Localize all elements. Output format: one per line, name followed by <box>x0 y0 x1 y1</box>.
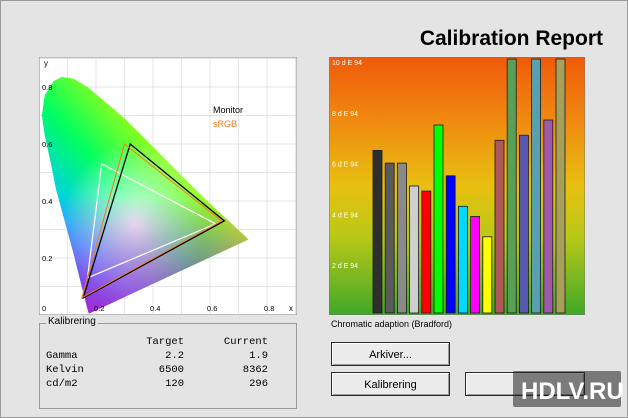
bar <box>506 58 517 314</box>
watermark-text: HDLV.RU <box>521 378 623 405</box>
page-title: Calibration Report <box>419 27 603 50</box>
y-tick-label: 0.4 <box>42 197 52 206</box>
current-value: 1.9 <box>249 350 268 362</box>
row-label: cd/m2 <box>46 378 78 390</box>
isocoated-gamut-triangle <box>86 162 218 279</box>
cie-chromaticity-diagram: y x 0.8 0.6 0.4 0.2 0 0.2 0.4 0.6 0.8 Mo… <box>39 57 297 315</box>
bar-series <box>372 58 566 314</box>
bar <box>555 58 566 314</box>
current-value: 8362 <box>242 364 268 376</box>
x-tick-label: 0.8 <box>264 304 274 313</box>
monitor-gamut-triangle <box>82 142 226 300</box>
row-label: Gamma <box>46 350 78 362</box>
target-value: 120 <box>165 378 184 390</box>
legend-srgb: sRGB <box>213 119 237 129</box>
y-tick-label: 0.2 <box>42 254 52 263</box>
x-tick-label: 0.6 <box>207 304 217 313</box>
bar <box>372 150 383 314</box>
bar <box>445 175 456 314</box>
bar <box>384 162 395 314</box>
y-tick-label: 2 d E 94 <box>332 263 358 270</box>
bar <box>543 119 554 314</box>
calibration-table: Target Current Gamma 2.2 1.9 Kelvin 6500… <box>46 336 268 392</box>
hdlv-watermark-logo: HDLV.RU <box>513 371 623 407</box>
legend-monitor: Monitor <box>213 105 243 115</box>
y-tick-label: 0.6 <box>42 140 52 149</box>
header-target: Target <box>146 336 184 348</box>
bar <box>433 124 444 314</box>
row-label: Kelvin <box>46 364 84 376</box>
bar <box>494 139 505 314</box>
srgb-gamut-triangle <box>81 143 223 299</box>
x-tick-label: 0.4 <box>150 304 160 313</box>
calibration-group: Kalibrering Target Current Gamma 2.2 1.9… <box>39 316 297 409</box>
y-tick-label: 4 d E 94 <box>332 212 358 219</box>
header-cell <box>46 336 106 350</box>
y-tick-label: 0 <box>42 304 46 313</box>
header-current: Current <box>223 336 268 348</box>
y-tick-label: 8 d E 94 <box>332 111 358 118</box>
bar <box>397 162 407 314</box>
x-tick-label: 0.2 <box>94 304 104 313</box>
chart-background <box>329 57 585 315</box>
y-tick-label: 6 d E 94 <box>332 162 358 169</box>
archive-button[interactable]: Arkiver... <box>331 342 450 366</box>
table-row: Gamma 2.2 1.9 <box>46 350 268 364</box>
bar <box>457 205 468 314</box>
bar <box>409 185 419 314</box>
y-tick-labels: 2 d E 94 4 d E 94 6 d E 94 8 d E 94 10 d E 9… <box>332 60 362 270</box>
bar <box>421 190 432 314</box>
chart-caption: Chromatic adaption (Bradford) <box>331 319 453 329</box>
y-tick-label: 10 d E 94 <box>332 60 362 67</box>
target-value: 2.2 <box>165 350 184 362</box>
table-row: cd/m2 120 296 <box>46 378 268 392</box>
y-axis-label: y <box>44 59 48 68</box>
x-axis-label: x <box>289 304 293 313</box>
table-row: Kelvin 6500 8362 <box>46 364 268 378</box>
delta-e-bar-chart: 2 d E 94 4 d E 94 6 d E 94 8 d E 94 10 d E 9… <box>329 57 585 315</box>
target-value: 6500 <box>158 364 184 376</box>
legend-isocoated: ISOcoated <box>213 132 256 142</box>
calibrate-button[interactable]: Kalibrering <box>331 372 450 396</box>
calibration-group-label: Kalibrering <box>46 316 98 327</box>
table-header-row: Target Current <box>46 336 268 350</box>
current-value: 296 <box>249 378 268 390</box>
bar <box>518 134 529 314</box>
bar <box>531 58 542 314</box>
y-tick-label: 0.8 <box>42 83 52 92</box>
bar <box>470 216 481 314</box>
bar <box>482 236 493 314</box>
